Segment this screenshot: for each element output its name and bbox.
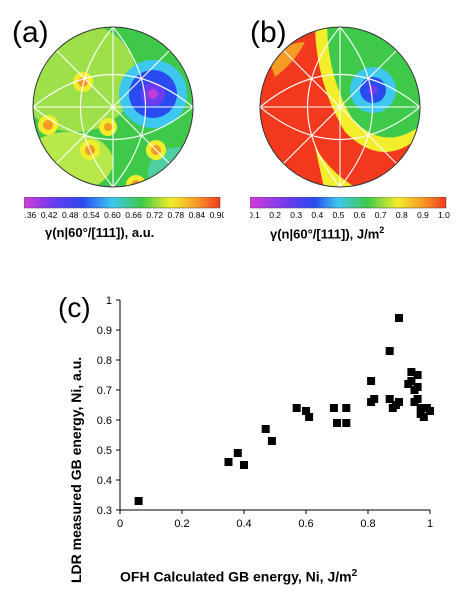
y-tick-label: 0.7 bbox=[97, 385, 112, 397]
data-point bbox=[261, 425, 270, 433]
x-tick-label: 0.2 bbox=[174, 518, 189, 530]
y-tick-label: 0.6 bbox=[97, 415, 112, 427]
x-tick-label: 0.6 bbox=[298, 518, 313, 530]
data-point bbox=[370, 395, 379, 403]
data-point bbox=[413, 383, 422, 391]
x-tick-label: 0 bbox=[117, 518, 123, 530]
colorbar-b-tick-2: 0.3 bbox=[290, 210, 302, 220]
colorbar-b-tick-8: 0.9 bbox=[417, 210, 429, 220]
panel-b-label: (b) bbox=[250, 16, 287, 49]
panel-a-colorbar-label: γ(n|60°/[111]), a.u. bbox=[45, 225, 155, 240]
data-point bbox=[367, 377, 376, 385]
data-point bbox=[342, 404, 351, 412]
panel-b-colorbar: 0.1 0.2 0.3 0.4 0.5 0.6 0.7 0.8 0.9 1.0 bbox=[250, 197, 450, 220]
data-point bbox=[134, 497, 143, 505]
y-tick-label: 0.3 bbox=[97, 505, 112, 517]
panel-b-colorbar-label-text: γ(n|60°/[111]), J/m bbox=[270, 226, 380, 242]
data-point bbox=[385, 395, 394, 403]
y-tick-label: 1 bbox=[106, 295, 112, 307]
colorbar-a-tick-7: 0.78 bbox=[168, 210, 185, 220]
plot-axes: 0 0.2 0.4 0.6 0.8 1 0.3 0.4 0.5 0.6 0.7 0.8 0.9 1 bbox=[97, 295, 433, 530]
data-point bbox=[292, 404, 301, 412]
colorbar-b-tick-5: 0.6 bbox=[354, 210, 366, 220]
data-point bbox=[240, 461, 248, 469]
colorbar-b-tick-3: 0.4 bbox=[311, 210, 323, 220]
data-point bbox=[413, 371, 422, 379]
data-point bbox=[413, 395, 422, 403]
panel-b-colorbar-label: γ(n|60°/[111]), J/m2 bbox=[270, 225, 384, 241]
colorbar-b-tick-9: 1.0 bbox=[438, 210, 450, 220]
x-tick-label: 0.8 bbox=[360, 518, 375, 530]
colorbar-a-tick-3: 0.54 bbox=[83, 210, 100, 220]
data-point bbox=[419, 413, 428, 421]
colorbar-b-tick-4: 0.5 bbox=[333, 210, 345, 220]
scatter-plot: (c) 0 0.2 0.4 0.6 0.8 1 0.3 0.4 0.5 0.6 0.7 0.8 0.9 1 bbox=[58, 292, 434, 530]
panel-c-label: (c) bbox=[58, 292, 91, 323]
data-point bbox=[395, 398, 403, 406]
colorbar-a-tick-6: 0.72 bbox=[146, 210, 163, 220]
x-tick-label: 1 bbox=[427, 518, 433, 530]
colorbar-b-tick-7: 0.8 bbox=[396, 210, 408, 220]
panel-a-colorbar: 0.36 0.42 0.48 0.54 0.60 0.66 0.72 0.78 0.84 0.90 bbox=[24, 197, 224, 220]
data-point bbox=[385, 347, 394, 355]
colorbar-b-tick-6: 0.7 bbox=[375, 210, 387, 220]
colorbar-b-tick-1: 0.2 bbox=[269, 210, 281, 220]
data-point bbox=[407, 368, 416, 376]
colorbar-a-tick-1: 0.42 bbox=[41, 210, 58, 220]
panel-a-pole-figure bbox=[32, 26, 194, 188]
data-point bbox=[305, 413, 314, 421]
colorbar-a-tick-5: 0.66 bbox=[125, 210, 142, 220]
colorbar-a-tick-0: 0.36 bbox=[24, 210, 37, 220]
data-point bbox=[333, 419, 341, 427]
panel-b-pole-figure bbox=[259, 26, 421, 188]
colorbar-a-tick-4: 0.60 bbox=[104, 210, 121, 220]
colorbar-a-tick-8: 0.84 bbox=[189, 210, 206, 220]
data-point bbox=[407, 377, 416, 385]
colorbar-a-tick-2: 0.48 bbox=[62, 210, 79, 220]
x-axis-label-sup: 2 bbox=[351, 568, 358, 579]
y-tick-label: 0.9 bbox=[97, 325, 112, 337]
low-energy-spots bbox=[38, 72, 166, 187]
y-tick-label: 0.8 bbox=[97, 355, 112, 367]
data-point bbox=[267, 437, 276, 445]
data-point bbox=[342, 419, 351, 427]
data-point bbox=[224, 458, 233, 466]
data-point bbox=[302, 407, 310, 415]
y-axis-label: LDR measured GB energy, Ni, a.u. bbox=[68, 356, 84, 583]
y-tick-label: 0.4 bbox=[97, 475, 112, 487]
data-point bbox=[233, 449, 242, 457]
panel-a-label: (a) bbox=[12, 16, 49, 49]
x-tick-label: 0.4 bbox=[236, 518, 251, 530]
y-tick-label: 0.5 bbox=[97, 445, 112, 457]
data-point bbox=[395, 314, 403, 322]
data-point bbox=[329, 404, 338, 412]
panel-b-colorbar-label-sup: 2 bbox=[379, 225, 385, 235]
colorbar-b-tick-0: 0.1 bbox=[250, 210, 260, 220]
data-points bbox=[134, 314, 434, 505]
data-point bbox=[416, 404, 425, 412]
data-point bbox=[426, 407, 434, 415]
colorbar-a-tick-9: 0.90 bbox=[210, 210, 224, 220]
x-axis-label: OFH Calculated GB energy, Ni, J/m2 bbox=[120, 568, 357, 585]
x-axis-label-text: OFH Calculated GB energy, Ni, J/m bbox=[120, 568, 352, 585]
